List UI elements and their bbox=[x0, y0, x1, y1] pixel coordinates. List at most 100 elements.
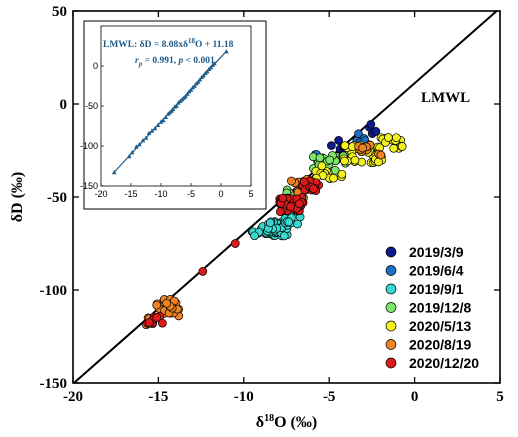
data-point bbox=[334, 136, 343, 145]
legend-label: 2020/12/20 bbox=[409, 355, 479, 371]
x-tick-label: 5 bbox=[496, 389, 504, 405]
legend-marker bbox=[385, 320, 397, 332]
data-point bbox=[275, 207, 285, 217]
legend-label: 2020/8/19 bbox=[409, 337, 471, 353]
y-tick-label: -100 bbox=[40, 283, 68, 299]
y-tick-label: -150 bbox=[40, 376, 68, 392]
data-point bbox=[366, 119, 376, 129]
data-point bbox=[286, 202, 295, 211]
inset-data-point bbox=[146, 130, 152, 135]
legend-label: 2019/6/4 bbox=[409, 263, 464, 279]
inset-data-point bbox=[224, 49, 229, 54]
data-point bbox=[152, 300, 162, 310]
data-point bbox=[371, 127, 381, 136]
data-point bbox=[152, 313, 162, 322]
inset-y-tick-label: -50 bbox=[85, 101, 98, 111]
legend-marker bbox=[385, 246, 397, 258]
inset-data-point bbox=[201, 73, 206, 78]
legend-label: 2019/9/1 bbox=[409, 281, 464, 297]
inset-data-point bbox=[155, 122, 161, 127]
inset-data-point bbox=[183, 93, 188, 99]
legend: 2019/3/9 2019/6/4 2019/9/1 2019/12/8 2020/5/… bbox=[385, 244, 479, 371]
inset-data-point bbox=[129, 149, 135, 155]
legend-label: 2020/5/13 bbox=[409, 318, 471, 334]
data-point bbox=[284, 217, 294, 227]
data-point bbox=[299, 177, 309, 187]
inset-x-tick-label: -10 bbox=[154, 189, 167, 199]
data-point bbox=[279, 231, 289, 241]
inset-data-point bbox=[197, 77, 203, 82]
data-point bbox=[250, 231, 259, 241]
inset-data-point bbox=[149, 128, 155, 133]
data-point bbox=[278, 193, 288, 203]
inset-equation: LMWL: δD = 8.08xδ18O + 11.18 bbox=[103, 37, 234, 50]
x-axis-label: δ18O (‰) bbox=[256, 413, 317, 431]
data-point bbox=[294, 199, 304, 209]
inset-data-point bbox=[158, 119, 164, 124]
legend-marker bbox=[385, 339, 397, 350]
inset-data-point bbox=[195, 79, 201, 84]
inset-data-point bbox=[140, 137, 146, 143]
series-2020/12/20 bbox=[143, 176, 323, 328]
y-axis-label: δD (‰) bbox=[9, 172, 26, 223]
inset-data-point bbox=[212, 61, 217, 66]
inset-x-tick-label: 5 bbox=[248, 189, 253, 199]
data-point bbox=[327, 141, 336, 150]
data-point bbox=[389, 143, 399, 153]
inset-data-point bbox=[126, 153, 132, 159]
legend-marker bbox=[385, 357, 397, 369]
data-point bbox=[340, 156, 349, 166]
inset-x-tick-label: 0 bbox=[218, 189, 223, 199]
inset-data-point bbox=[204, 69, 210, 74]
data-point bbox=[265, 218, 275, 228]
inset-data-point bbox=[185, 91, 190, 96]
legend-label: 2019/3/9 bbox=[409, 244, 464, 260]
data-point bbox=[325, 155, 335, 165]
inset-data-point bbox=[188, 87, 194, 92]
data-point bbox=[340, 141, 350, 150]
y-tick-label: 0 bbox=[60, 97, 68, 113]
inset-data-point bbox=[161, 117, 166, 123]
data-point bbox=[144, 318, 154, 327]
inset-y-tick-label: -150 bbox=[80, 181, 98, 191]
data-point bbox=[293, 219, 302, 229]
inset-y-tick-label: 0 bbox=[93, 61, 98, 71]
inset-data-point bbox=[137, 141, 142, 147]
inset-data-point bbox=[170, 106, 176, 111]
inset-y-tick-label: -100 bbox=[80, 141, 98, 151]
legend-marker bbox=[385, 283, 397, 295]
data-point bbox=[397, 142, 407, 151]
data-point bbox=[230, 239, 240, 248]
inset-data-point bbox=[174, 103, 179, 108]
data-point bbox=[376, 150, 386, 160]
inset-data-point bbox=[163, 114, 169, 119]
data-point bbox=[350, 155, 360, 165]
data-point bbox=[384, 133, 393, 142]
y-tick-label: -50 bbox=[47, 190, 67, 206]
data-point bbox=[309, 184, 318, 194]
x-tick-label: -10 bbox=[234, 389, 254, 405]
x-tick-label: -5 bbox=[323, 389, 336, 405]
lmwl-label: LMWL bbox=[421, 90, 470, 106]
x-tick-label: 0 bbox=[411, 389, 419, 405]
legend-marker bbox=[385, 265, 397, 276]
x-tick-label: -15 bbox=[148, 389, 168, 405]
data-point bbox=[287, 176, 296, 186]
data-point bbox=[329, 173, 338, 183]
data-point bbox=[162, 298, 171, 308]
data-point bbox=[198, 267, 208, 276]
inset-x-tick-label: -15 bbox=[124, 189, 137, 199]
data-point bbox=[317, 161, 327, 171]
inset-data-point bbox=[143, 135, 149, 140]
inset-box bbox=[83, 20, 267, 210]
data-point bbox=[337, 169, 347, 179]
y-tick-label: 50 bbox=[52, 4, 67, 20]
inset-data-point bbox=[111, 169, 117, 175]
legend-label: 2019/12/8 bbox=[409, 300, 471, 316]
data-point bbox=[158, 318, 167, 328]
inset-x-tick-label: -20 bbox=[94, 189, 107, 199]
x-tick-label: -20 bbox=[63, 389, 83, 405]
